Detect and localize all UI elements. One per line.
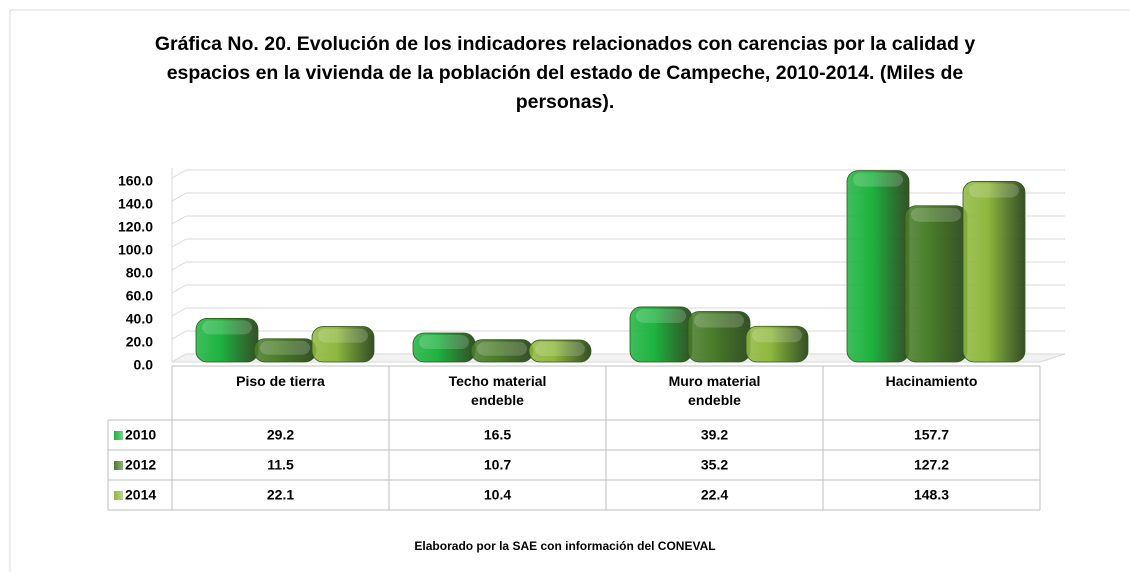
bar-top bbox=[911, 207, 961, 222]
y-tick-label: 140.0 bbox=[118, 196, 153, 212]
table-value: 22.1 bbox=[267, 487, 294, 503]
y-tick-label: 20.0 bbox=[126, 334, 153, 350]
bar bbox=[195, 318, 259, 363]
x-tick-label: Piso de tierra bbox=[236, 373, 325, 389]
bar-top bbox=[969, 183, 1019, 198]
table-value: 10.4 bbox=[484, 487, 511, 503]
bar-top bbox=[318, 328, 368, 343]
table-value: 157.7 bbox=[914, 427, 949, 443]
y-tick-label: 160.0 bbox=[118, 173, 153, 189]
x-tick-label: Hacinamiento bbox=[885, 373, 978, 389]
bar bbox=[846, 170, 910, 363]
y-tick-label: 40.0 bbox=[126, 311, 153, 327]
y-tick bbox=[171, 284, 187, 294]
table-value: 29.2 bbox=[267, 427, 294, 443]
legend-label: 2012 bbox=[125, 457, 156, 473]
bar-top bbox=[419, 335, 469, 350]
x-tick-label: Muro material endeble bbox=[668, 373, 761, 408]
table-value: 22.4 bbox=[701, 487, 728, 503]
y-tick-label: 80.0 bbox=[126, 265, 153, 281]
table-value: 16.5 bbox=[484, 427, 511, 443]
table-value: 127.2 bbox=[914, 457, 949, 473]
floor bbox=[170, 353, 1066, 363]
y-tick-label: 0.0 bbox=[134, 357, 154, 373]
y-tick-label: 60.0 bbox=[126, 288, 153, 304]
legend-swatch bbox=[114, 491, 123, 500]
bar-top bbox=[535, 342, 585, 357]
y-tick bbox=[171, 169, 187, 179]
y-tick-label: 120.0 bbox=[118, 219, 153, 235]
bar-top bbox=[202, 320, 252, 335]
bar bbox=[745, 325, 809, 363]
chart-frame bbox=[9, 9, 1130, 572]
y-tick bbox=[171, 215, 187, 225]
bar-top bbox=[636, 308, 686, 323]
category-box: Muro material endeble bbox=[668, 373, 761, 408]
bar bbox=[528, 339, 592, 363]
table-value: 10.7 bbox=[484, 457, 511, 473]
bar bbox=[311, 326, 375, 363]
bar-top bbox=[694, 313, 744, 328]
bar bbox=[962, 181, 1026, 363]
legend-label: 2010 bbox=[125, 427, 156, 443]
y-tick bbox=[171, 192, 187, 202]
bar-top bbox=[260, 340, 310, 355]
table-value: 35.2 bbox=[701, 457, 728, 473]
table-value: 11.5 bbox=[267, 457, 294, 473]
bar-top bbox=[752, 328, 802, 343]
bar-top bbox=[477, 341, 527, 356]
legend-label: 2014 bbox=[125, 487, 156, 503]
category-box: Hacinamiento bbox=[885, 373, 978, 389]
category-box: Piso de tierra bbox=[236, 373, 325, 389]
bar bbox=[904, 205, 968, 363]
legend-swatch bbox=[114, 461, 123, 470]
footnote: Elaborado por la SAE con información del… bbox=[414, 539, 715, 553]
y-tick bbox=[171, 330, 187, 340]
table-value: 39.2 bbox=[701, 427, 728, 443]
legend-swatch bbox=[114, 431, 123, 440]
y-tick bbox=[171, 307, 187, 317]
category-box: Techo material endeble bbox=[448, 373, 547, 408]
y-tick bbox=[171, 238, 187, 248]
chart-title: Gráfica No. 20. Evolución de los indicad… bbox=[154, 33, 976, 113]
chart-title-box: Gráfica No. 20. Evolución de los indicad… bbox=[154, 33, 976, 113]
x-tick-label: Techo material endeble bbox=[448, 373, 547, 408]
y-tick-label: 100.0 bbox=[118, 242, 153, 258]
table-value: 148.3 bbox=[914, 487, 949, 503]
y-tick bbox=[171, 261, 187, 271]
bar-top bbox=[853, 172, 903, 187]
